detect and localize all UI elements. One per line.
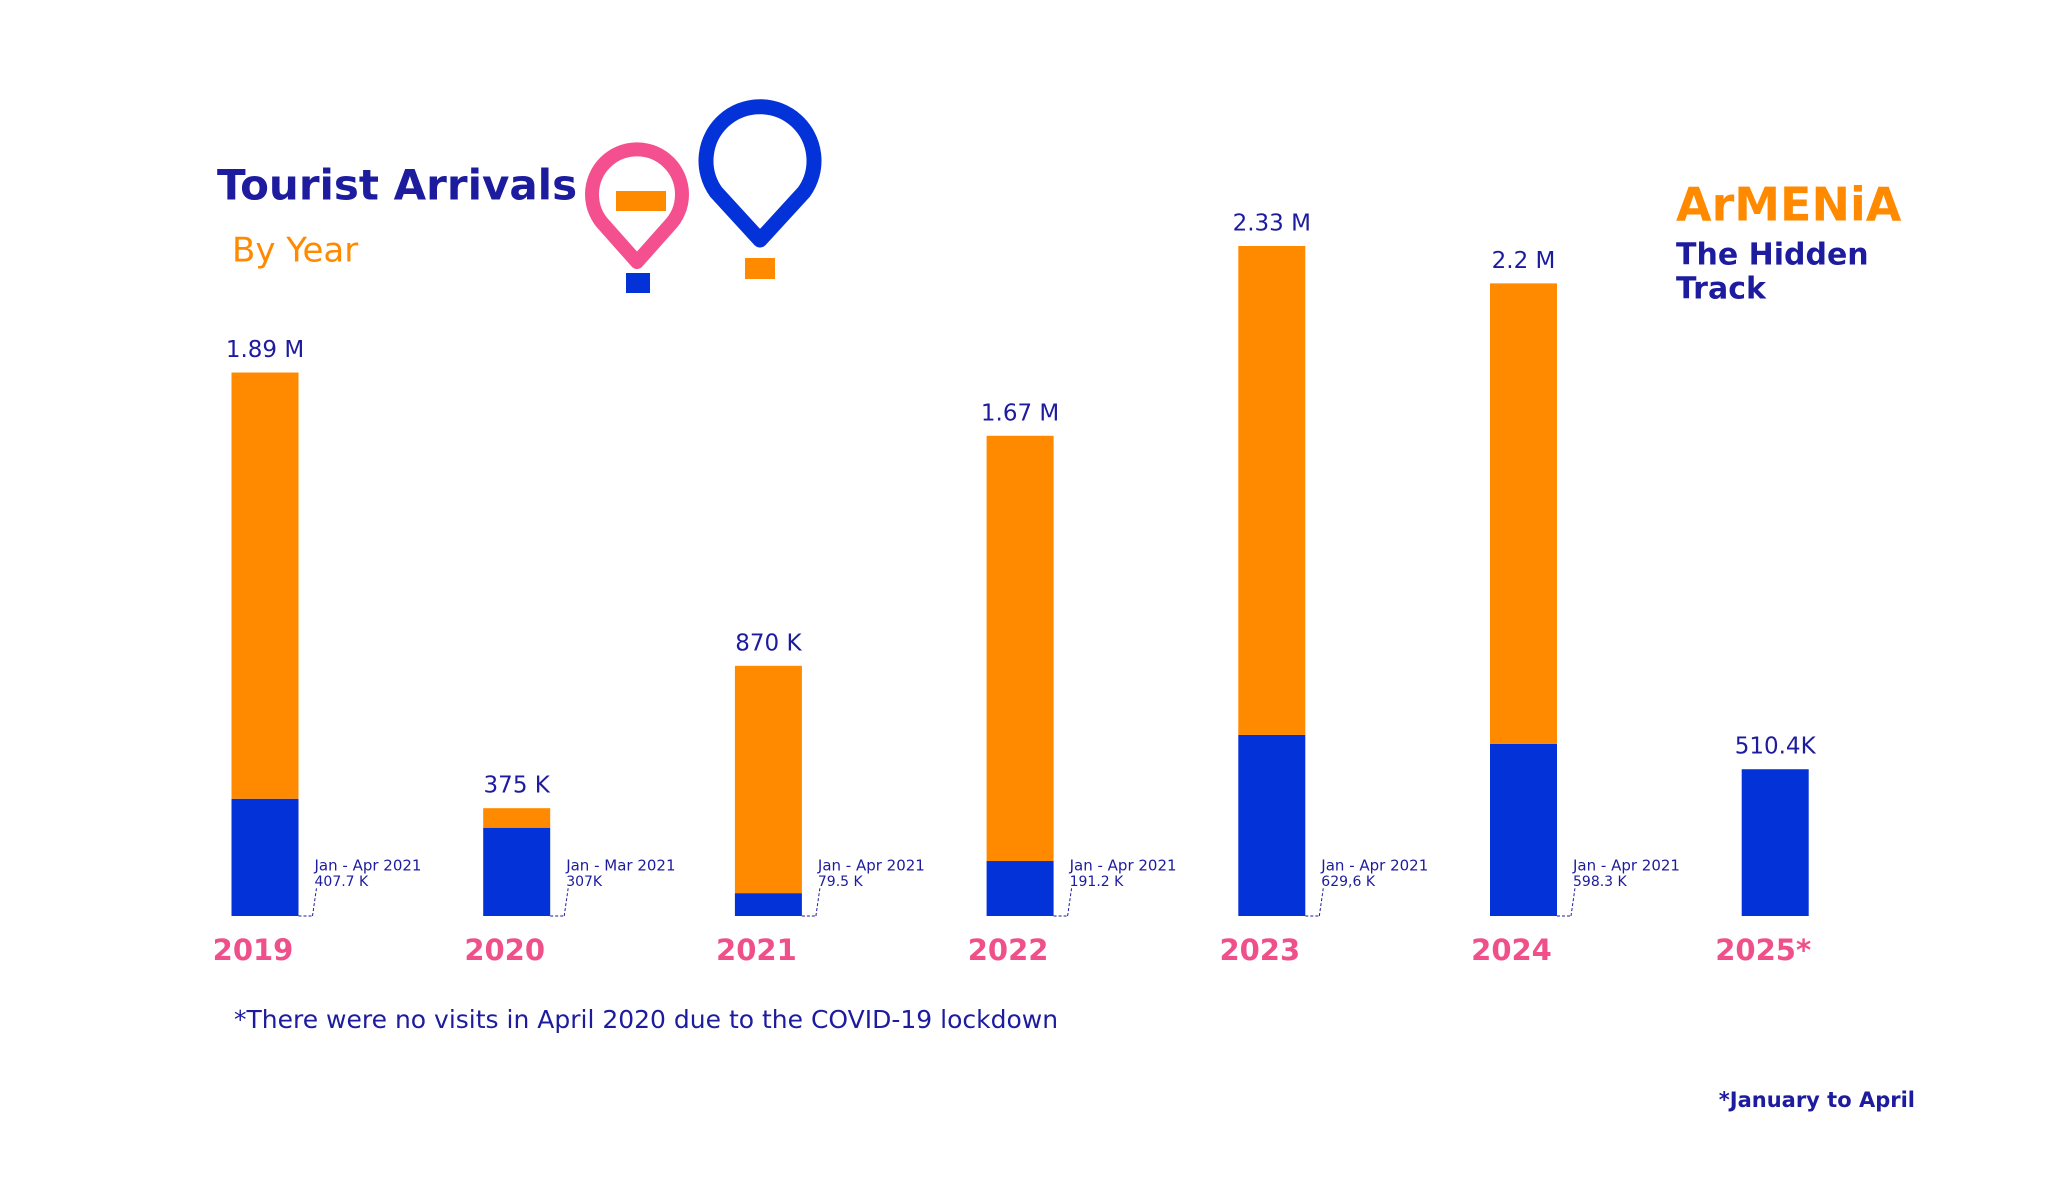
bar-segment xyxy=(734,893,802,916)
annotation-value: 407.7 K xyxy=(315,874,370,890)
annotation-period: Jan - Apr 2021 xyxy=(1320,857,1428,875)
x-tick-label: 2020 xyxy=(464,933,545,967)
annotation-value: 79.5 K xyxy=(818,874,864,890)
annotation-period: Jan - Apr 2021 xyxy=(1572,857,1680,875)
chart-subtitle: By Year xyxy=(232,231,358,271)
bar-segment xyxy=(986,435,1054,862)
bar-segment xyxy=(1490,283,1557,744)
footnote: *There were no visits in April 2020 due … xyxy=(234,1005,1058,1034)
bar-segment xyxy=(483,827,551,916)
bar-segment xyxy=(1490,743,1557,916)
bar-segment xyxy=(231,372,299,799)
x-tick-label: 2025* xyxy=(1715,933,1811,967)
brand-name: ArMENiA xyxy=(1676,178,1902,232)
bar-segment xyxy=(1238,734,1306,916)
annotation-value: 598.3 K xyxy=(1573,874,1628,890)
brand-tagline: The Hidden xyxy=(1676,238,1869,273)
bar-segment xyxy=(483,808,551,828)
x-tick-label: 2022 xyxy=(968,933,1049,967)
annotation-value: 191.2 K xyxy=(1070,874,1125,890)
total-label: 2.2 M xyxy=(1492,248,1556,274)
total-label: 870 K xyxy=(735,630,802,656)
total-label: 1.89 M xyxy=(226,337,304,363)
bar-segment xyxy=(231,798,299,916)
x-tick-label: 2024 xyxy=(1471,933,1552,967)
x-tick-label: 2019 xyxy=(213,933,294,967)
annotation-value: 307K xyxy=(566,874,603,890)
chart-title: Tourist Arrivals xyxy=(217,161,577,210)
x-tick-label: 2023 xyxy=(1219,933,1300,967)
bar-segment xyxy=(1238,246,1306,735)
annotation-period: Jan - Mar 2021 xyxy=(565,857,675,875)
note: *January to April xyxy=(1719,1088,1915,1112)
annotation-period: Jan - Apr 2021 xyxy=(1069,857,1177,875)
total-label: 375 K xyxy=(484,773,551,799)
balloon-pink xyxy=(585,142,689,293)
annotation-period: Jan - Apr 2021 xyxy=(817,857,925,875)
bar-segment xyxy=(734,665,802,894)
total-label: 2.33 M xyxy=(1233,211,1311,237)
bar-segment xyxy=(1741,769,1809,916)
x-tick-label: 2021 xyxy=(716,933,797,967)
total-label: 1.67 M xyxy=(981,400,1059,426)
brand-tagline: Track xyxy=(1676,272,1767,307)
annotation-period: Jan - Apr 2021 xyxy=(314,857,422,875)
annotation-value: 629,6 K xyxy=(1321,874,1376,890)
bar-segment xyxy=(986,861,1054,916)
balloon-blue xyxy=(698,99,822,279)
total-label: 510.4K xyxy=(1735,734,1817,760)
